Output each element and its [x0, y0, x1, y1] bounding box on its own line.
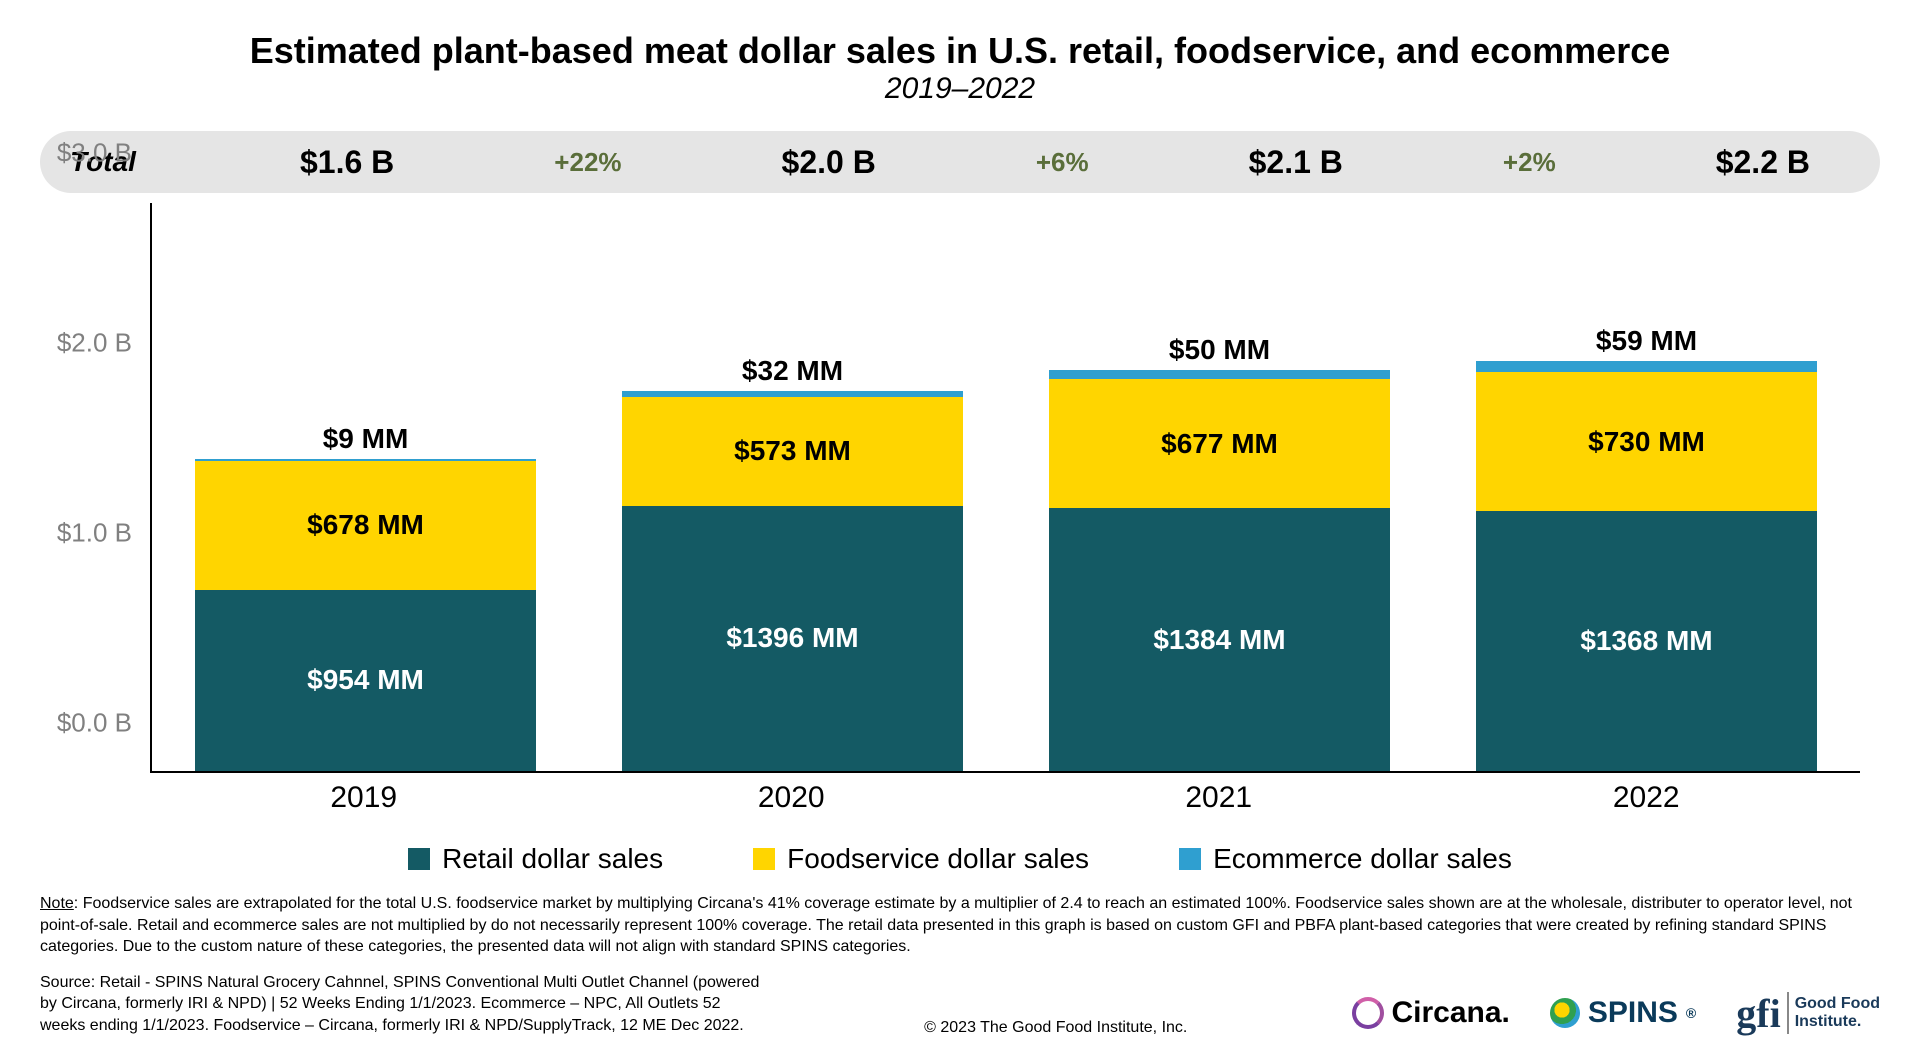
y-tick: $0.0 B [57, 708, 132, 739]
gfi-text: Good Food Institute. [1795, 995, 1880, 1030]
logo-spins: SPINS® [1550, 996, 1696, 1030]
footnote-note: Note: Foodservice sales are extrapolated… [40, 893, 1880, 958]
total-summary-bar: Total $1.6 B +22% $2.0 B +6% $2.1 B +2% … [40, 131, 1880, 193]
circana-text: Circana. [1392, 996, 1510, 1030]
bar-stack: $1368 MM$730 MM [1476, 361, 1818, 771]
bar-group: $32 MM $1396 MM$573 MM [622, 355, 964, 771]
logos: Circana. SPINS® gfi Good Food Institute. [1352, 990, 1881, 1037]
ecommerce-value-label: $59 MM [1596, 325, 1697, 357]
legend-swatch-retail [408, 848, 430, 870]
retail-segment: $1384 MM [1049, 508, 1391, 771]
x-axis-label: 2021 [1048, 781, 1390, 815]
bar-stack: $954 MM$678 MM [195, 459, 537, 771]
footnote-source: Source: Retail - SPINS Natural Grocery C… [40, 972, 760, 1037]
y-tick: $2.0 B [57, 328, 132, 359]
total-pct-2021-2022: +2% [1503, 147, 1556, 178]
legend-foodservice: Foodservice dollar sales [753, 843, 1089, 875]
bar-stack: $1396 MM$573 MM [622, 391, 964, 771]
legend-retail: Retail dollar sales [408, 843, 663, 875]
foodservice-segment: $573 MM [622, 397, 964, 506]
total-2020: $2.0 B [782, 144, 876, 181]
legend-swatch-foodservice [753, 848, 775, 870]
bar-group: $59 MM $1368 MM$730 MM [1476, 325, 1818, 771]
legend-label-foodservice: Foodservice dollar sales [787, 843, 1089, 875]
total-pct-2020-2021: +6% [1036, 147, 1089, 178]
source-prefix: Source [40, 974, 91, 991]
logo-circana: Circana. [1352, 996, 1510, 1030]
ecommerce-segment [1049, 370, 1391, 380]
y-tick: $1.0 B [57, 518, 132, 549]
note-prefix: Note [40, 895, 74, 912]
source-text: : Retail - SPINS Natural Grocery Cahnnel… [40, 974, 759, 1034]
retail-segment: $1396 MM [622, 506, 964, 771]
y-tick: $3.0 B [57, 138, 132, 169]
gfi-mark: gfi [1736, 990, 1780, 1037]
chart-subtitle: 2019–2022 [40, 72, 1880, 106]
logo-gfi: gfi Good Food Institute. [1736, 990, 1880, 1037]
copyright: © 2023 The Good Food Institute, Inc. [760, 1019, 1352, 1037]
x-axis-label: 2022 [1475, 781, 1817, 815]
total-pct-2019-2020: +22% [554, 147, 621, 178]
legend-swatch-ecommerce [1179, 848, 1201, 870]
legend-ecommerce: Ecommerce dollar sales [1179, 843, 1512, 875]
note-text: : Foodservice sales are extrapolated for… [40, 895, 1852, 955]
gfi-line1: Good Food [1795, 995, 1880, 1012]
foodservice-segment: $678 MM [195, 461, 537, 590]
chart-area: $0.0 B$1.0 B$2.0 B$3.0 B $9 MM$954 MM$67… [150, 203, 1860, 823]
bar-stack: $1384 MM$677 MM [1049, 370, 1391, 771]
x-axis-label: 2019 [193, 781, 535, 815]
total-2019: $1.6 B [300, 144, 394, 181]
plot-area: $9 MM $954 MM$678 MM $32 MM $1396 MM$573 MM… [150, 203, 1860, 773]
ecommerce-value-label: $50 MM [1169, 334, 1270, 366]
total-2021: $2.1 B [1249, 144, 1343, 181]
bar-group: $9 MM $954 MM$678 MM [195, 423, 537, 771]
bar-group: $50 MM $1384 MM$677 MM [1049, 334, 1391, 771]
ecommerce-value-label: $32 MM [742, 355, 843, 387]
gfi-line2: Institute. [1795, 1013, 1862, 1030]
total-values-row: $1.6 B +22% $2.0 B +6% $2.1 B +2% $2.2 B [210, 144, 1850, 181]
legend-label-retail: Retail dollar sales [442, 843, 663, 875]
foodservice-segment: $730 MM [1476, 372, 1818, 511]
x-axis-labels: 2019 2020 2021 2022 [150, 773, 1860, 823]
retail-segment: $1368 MM [1476, 511, 1818, 771]
circana-ring-icon [1352, 997, 1384, 1029]
gfi-divider-icon [1787, 992, 1789, 1034]
y-axis: $0.0 B$1.0 B$2.0 B$3.0 B [40, 203, 150, 773]
legend-label-ecommerce: Ecommerce dollar sales [1213, 843, 1512, 875]
foodservice-segment: $677 MM [1049, 379, 1391, 508]
total-2022: $2.2 B [1716, 144, 1810, 181]
x-axis-label: 2020 [620, 781, 962, 815]
ecommerce-value-label: $9 MM [323, 423, 409, 455]
ecommerce-segment [1476, 361, 1818, 372]
chart-title: Estimated plant-based meat dollar sales … [40, 30, 1880, 72]
legend: Retail dollar sales Foodservice dollar s… [40, 843, 1880, 875]
footer-row: Source: Retail - SPINS Natural Grocery C… [40, 972, 1880, 1037]
retail-segment: $954 MM [195, 590, 537, 771]
spins-burst-icon [1550, 998, 1580, 1028]
bars-row: $9 MM $954 MM$678 MM $32 MM $1396 MM$573 MM… [152, 203, 1860, 771]
spins-text: SPINS [1588, 996, 1678, 1030]
